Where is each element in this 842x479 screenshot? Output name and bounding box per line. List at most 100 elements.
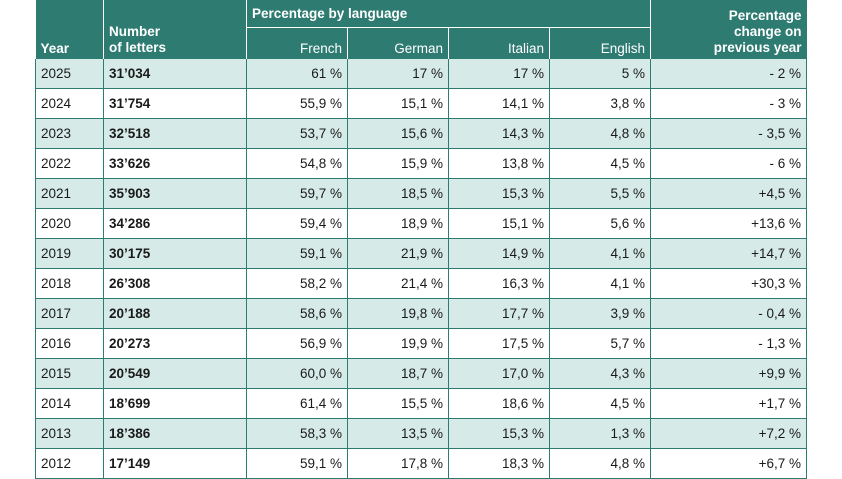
cell-german: 19,9 %: [347, 328, 449, 359]
cell-german: 19,8 %: [347, 298, 449, 329]
cell-english: 4,5 %: [549, 148, 651, 179]
cell-change: +7,2 %: [650, 418, 807, 449]
cell-letters: 32’518: [103, 118, 247, 149]
cell-change: +30,3 %: [650, 268, 807, 299]
cell-year: 2012: [35, 448, 104, 479]
cell-year: 2019: [35, 238, 104, 269]
table-row: 2023 32’518 53,7 % 15,6 % 14,3 % 4,8 % - 3,5 %: [35, 118, 807, 149]
cell-italian: 17 %: [448, 59, 550, 89]
cell-english: 4,1 %: [549, 268, 651, 299]
header-english: English: [549, 27, 651, 59]
cell-italian: 14,3 %: [448, 118, 550, 149]
cell-italian: 18,3 %: [448, 448, 550, 479]
cell-german: 18,9 %: [347, 208, 449, 239]
cell-letters: 17’149: [103, 448, 247, 479]
header-year: Year: [35, 0, 104, 59]
cell-english: 5,5 %: [549, 178, 651, 209]
cell-french: 53,7 %: [246, 118, 348, 149]
cell-year: 2024: [35, 88, 104, 119]
cell-change: - 3 %: [650, 88, 807, 119]
cell-french: 58,2 %: [246, 268, 348, 299]
cell-french: 54,8 %: [246, 148, 348, 179]
cell-letters: 33’626: [103, 148, 247, 179]
cell-english: 4,8 %: [549, 448, 651, 479]
cell-year: 2018: [35, 268, 104, 299]
cell-german: 21,4 %: [347, 268, 449, 299]
cell-italian: 15,1 %: [448, 208, 550, 239]
cell-french: 58,3 %: [246, 418, 348, 449]
table-row: 2024 31’754 55,9 % 15,1 % 14,1 % 3,8 % - 3 %: [35, 88, 807, 119]
table-row: 2022 33’626 54,8 % 15,9 % 13,8 % 4,5 % - 6 %: [35, 148, 807, 179]
cell-german: 15,9 %: [347, 148, 449, 179]
header-french: French: [246, 27, 348, 59]
cell-italian: 17,5 %: [448, 328, 550, 359]
cell-italian: 15,3 %: [448, 418, 550, 449]
table-body: 2025 31’034 61 % 17 % 17 % 5 % - 2 % 2024 31’75…: [35, 59, 807, 479]
cell-french: 59,7 %: [246, 178, 348, 209]
cell-english: 3,9 %: [549, 298, 651, 329]
cell-change: +13,6 %: [650, 208, 807, 239]
cell-letters: 18’386: [103, 418, 247, 449]
cell-year: 2020: [35, 208, 104, 239]
cell-english: 5,7 %: [549, 328, 651, 359]
table-row: 2015 20’549 60,0 % 18,7 % 17,0 % 4,3 % +9,9 %: [35, 358, 807, 389]
cell-change: +4,5 %: [650, 178, 807, 209]
cell-year: 2021: [35, 178, 104, 209]
header-change-line3: previous year: [713, 40, 802, 55]
cell-year: 2014: [35, 388, 104, 419]
cell-year: 2016: [35, 328, 104, 359]
cell-change: +1,7 %: [650, 388, 807, 419]
cell-german: 18,7 %: [347, 358, 449, 389]
cell-letters: 31’034: [103, 59, 247, 89]
cell-english: 4,1 %: [549, 238, 651, 269]
table-row: 2016 20’273 56,9 % 19,9 % 17,5 % 5,7 % - 1,3 %: [35, 328, 807, 359]
cell-letters: 20’273: [103, 328, 247, 359]
cell-english: 5,6 %: [549, 208, 651, 239]
cell-french: 59,1 %: [246, 448, 348, 479]
cell-italian: 18,6 %: [448, 388, 550, 419]
cell-french: 55,9 %: [246, 88, 348, 119]
cell-change: +9,9 %: [650, 358, 807, 389]
cell-letters: 18’699: [103, 388, 247, 419]
cell-year: 2022: [35, 148, 104, 179]
cell-italian: 16,3 %: [448, 268, 550, 299]
header-percentage-by-language: Percentage by language: [246, 0, 651, 28]
cell-german: 15,5 %: [347, 388, 449, 419]
header-letters-line2: of letters: [109, 40, 167, 55]
cell-french: 61 %: [246, 59, 348, 89]
cell-change: - 1,3 %: [650, 328, 807, 359]
cell-english: 4,5 %: [549, 388, 651, 419]
cell-french: 61,4 %: [246, 388, 348, 419]
cell-year: 2025: [35, 59, 104, 89]
table-row: 2014 18’699 61,4 % 15,5 % 18,6 % 4,5 % +1,7 %: [35, 388, 807, 419]
cell-german: 21,9 %: [347, 238, 449, 269]
cell-italian: 14,1 %: [448, 88, 550, 119]
cell-french: 59,4 %: [246, 208, 348, 239]
cell-italian: 13,8 %: [448, 148, 550, 179]
cell-english: 4,3 %: [549, 358, 651, 389]
cell-change: - 3,5 %: [650, 118, 807, 149]
cell-french: 60,0 %: [246, 358, 348, 389]
cell-letters: 20’549: [103, 358, 247, 389]
cell-change: +14,7 %: [650, 238, 807, 269]
table-row: 2021 35’903 59,7 % 18,5 % 15,3 % 5,5 % +4,5 %: [35, 178, 807, 209]
header-number-of-letters: Number of letters: [103, 0, 247, 59]
table-row: 2025 31’034 61 % 17 % 17 % 5 % - 2 %: [35, 59, 807, 89]
cell-letters: 26’308: [103, 268, 247, 299]
cell-change: - 0,4 %: [650, 298, 807, 329]
table-row: 2020 34’286 59,4 % 18,9 % 15,1 % 5,6 % +13,6 %: [35, 208, 807, 239]
cell-year: 2015: [35, 358, 104, 389]
letters-statistics-table: Year Number of letters Percentage by lan…: [35, 0, 807, 479]
header-change-line2: change on: [733, 24, 802, 39]
header-change-line1: Percentage: [728, 8, 802, 23]
cell-change: - 6 %: [650, 148, 807, 179]
cell-english: 3,8 %: [549, 88, 651, 119]
cell-english: 1,3 %: [549, 418, 651, 449]
cell-french: 56,9 %: [246, 328, 348, 359]
cell-year: 2013: [35, 418, 104, 449]
cell-german: 13,5 %: [347, 418, 449, 449]
cell-letters: 35’903: [103, 178, 247, 209]
cell-german: 15,1 %: [347, 88, 449, 119]
cell-italian: 14,9 %: [448, 238, 550, 269]
cell-letters: 34’286: [103, 208, 247, 239]
